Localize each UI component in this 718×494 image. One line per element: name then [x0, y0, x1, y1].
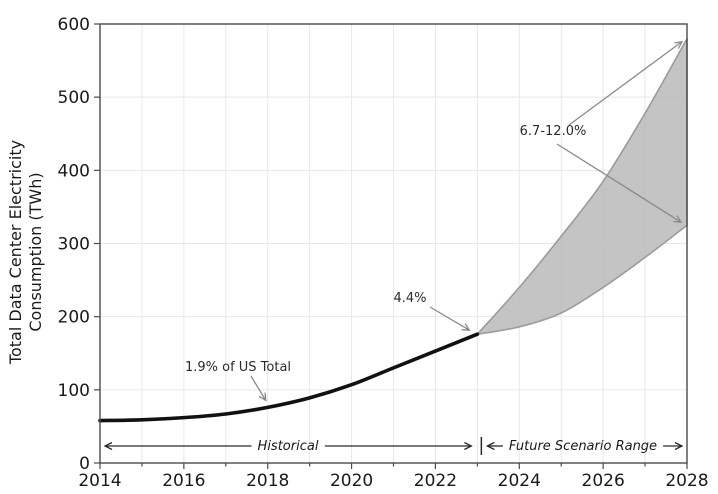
y-tick-label: 300	[58, 235, 90, 255]
x-tick-label: 2018	[246, 471, 289, 491]
span-arrows	[105, 437, 682, 455]
annotation-4-4-percent: 4.4%	[393, 291, 426, 306]
annotation-6-7-12-percent: 6.7-12.0%	[520, 124, 587, 139]
y-tick-label: 100	[58, 381, 90, 401]
annotation-arrow	[250, 375, 266, 400]
y-tick-label: 0	[79, 454, 90, 474]
y-axis-label-line2: Consumption (TWh)	[26, 172, 45, 331]
y-tick-label: 600	[58, 15, 90, 35]
future-scenario-band	[476, 37, 688, 336]
historical-span-label: Historical	[258, 439, 319, 454]
annotation-arrow	[568, 42, 682, 126]
x-tick-label: 2028	[665, 471, 708, 491]
historical-consumption-line	[98, 332, 480, 423]
y-tick-label: 400	[58, 161, 90, 181]
y-tick-label: 200	[58, 308, 90, 328]
x-tick-label: 2024	[498, 471, 541, 491]
y-axis-label-line1: Total Data Center Electricity	[6, 140, 25, 365]
historical-line	[98, 332, 480, 423]
scenario-range-band	[476, 37, 688, 336]
axis-ticks: 2014 2016 2018 2020 2022 2024 2026 2028 0 100 200 3…	[58, 15, 709, 491]
x-tick-label: 2016	[162, 471, 205, 491]
annotation-1-9-percent: 1.9% of US Total	[185, 360, 291, 375]
annotation-arrows	[250, 42, 682, 401]
y-tick-label: 500	[58, 88, 90, 108]
annotation-arrow	[429, 306, 469, 330]
x-tick-label: 2022	[414, 471, 457, 491]
x-tick-label: 2020	[330, 471, 373, 491]
x-tick-label: 2014	[78, 471, 121, 491]
annotation-arrow	[556, 143, 681, 222]
x-tick-label: 2026	[582, 471, 625, 491]
future-scenario-span-label: Future Scenario Range	[509, 439, 657, 454]
